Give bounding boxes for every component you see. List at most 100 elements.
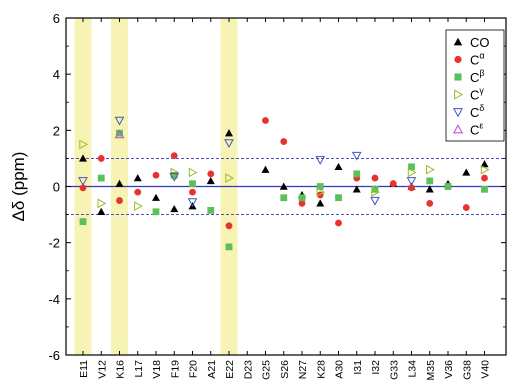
legend-label-c-α: Cα [470, 51, 485, 68]
point-c-α-a30 [335, 219, 342, 227]
x-tick-label: K28 [315, 360, 327, 379]
y-tick-label: 0 [53, 180, 60, 195]
point-c-α-l34 [408, 184, 415, 192]
x-tick-label: F20 [188, 360, 200, 378]
legend-label-co: CO [470, 35, 490, 50]
point-c-β-v18 [152, 208, 160, 216]
point-co-a30 [334, 162, 343, 171]
x-tick-label: I31 [352, 360, 364, 375]
point-c-δ-e11 [78, 177, 88, 186]
x-tick-label: A21 [206, 360, 218, 379]
x-tick-label: V12 [96, 360, 108, 379]
point-c-β-s26 [280, 194, 288, 202]
point-c-γ-k28 [316, 187, 326, 197]
point-c-γ-v12 [97, 198, 107, 209]
x-tick-label: D23 [242, 360, 254, 379]
point-c-γ-m35 [426, 164, 435, 175]
point-c-γ-f19 [170, 167, 180, 178]
x-tick-label: F19 [169, 360, 181, 378]
y-tick-label: -4 [48, 292, 60, 307]
point-c-α-f20 [189, 188, 196, 196]
x-ticks: E11 V12 K16 L17 V18 F19 F20 A21 E22 D23 G25 S26 N27 K… [78, 18, 492, 380]
x-tick-label: V18 [151, 360, 163, 379]
x-tick-label: N27 [297, 360, 309, 379]
point-c-β-i31 [353, 170, 361, 178]
point-co-f19 [170, 204, 179, 213]
y-tick-label: 4 [53, 67, 60, 82]
point-c-α-i32 [371, 174, 379, 182]
x-tick-label: E22 [224, 360, 236, 379]
point-c-α-g38 [462, 204, 470, 211]
legend-marker-co [453, 37, 463, 46]
point-c-α-e11 [79, 184, 87, 192]
point-co-a21 [206, 176, 215, 185]
x-tick-label: G25 [261, 360, 273, 380]
point-c-α-k16 [116, 197, 123, 204]
x-tick-label: A30 [334, 360, 346, 379]
point-c-δ-i31 [351, 151, 362, 161]
x-tick-label: K16 [115, 360, 127, 379]
x-tick-label: L34 [407, 360, 419, 378]
point-c-γ-e22 [225, 173, 235, 183]
point-c-β-l34 [408, 163, 415, 171]
legend-marker-c-δ [452, 108, 464, 118]
x-tick-label: G38 [461, 360, 473, 380]
point-c-β-e22 [225, 243, 233, 251]
point-c-β-f19 [170, 171, 178, 179]
point-c-γ-l34 [407, 167, 417, 178]
x-tick-label: I32 [370, 360, 382, 375]
point-c-β-v36 [444, 183, 452, 190]
point-co-l17 [133, 174, 142, 182]
point-c-α-n27 [298, 199, 306, 207]
x-tick-label: G33 [388, 360, 400, 380]
point-c-β-k16 [116, 129, 123, 137]
data-points [78, 116, 490, 251]
point-c-β-i32 [371, 185, 379, 193]
point-co-g25 [261, 165, 270, 173]
point-c-α-v18 [152, 171, 160, 179]
point-c-ε-k16 [114, 129, 125, 139]
point-co-g38 [462, 168, 471, 176]
legend-label-c-ε: Cε [470, 121, 483, 138]
y-ticks: -6 -4 -2 0 2 4 6 [48, 11, 506, 363]
point-c-α-v12 [97, 155, 105, 162]
point-c-α-a21 [207, 170, 215, 178]
legend-box [445, 29, 505, 142]
legend-marker-c-ε [452, 124, 464, 134]
point-co-k16 [115, 179, 124, 187]
point-c-β-k28 [316, 183, 324, 190]
point-c-γ-e11 [79, 139, 89, 150]
point-co-i31 [352, 185, 361, 193]
y-tick-label: 6 [53, 11, 60, 26]
point-c-β-a30 [335, 194, 342, 202]
point-c-γ-v40 [480, 164, 490, 175]
point-c-β-n27 [298, 194, 306, 202]
reference-lines [66, 157, 506, 216]
point-c-γ-i32 [371, 187, 381, 197]
point-c-α-e22 [225, 222, 233, 230]
point-c-δ-k16 [114, 116, 125, 126]
point-co-e11 [79, 154, 87, 162]
point-c-α-l17 [134, 188, 142, 196]
legend-label-c-δ: Cδ [470, 103, 484, 120]
legend-marker-c-α [454, 55, 462, 64]
point-c-δ-e22 [224, 139, 234, 149]
point-c-α-v40 [481, 174, 488, 182]
x-tick-label: M35 [425, 360, 437, 381]
point-c-β-v40 [481, 185, 488, 193]
point-c-δ-k28 [315, 156, 326, 165]
point-c-α-f19 [170, 152, 178, 160]
legend-label-c-γ: Cγ [470, 86, 484, 103]
point-c-γ-l17 [134, 201, 143, 212]
point-co-v40 [480, 160, 489, 168]
y-tick-label: -6 [48, 348, 60, 363]
legend-label-c-β: Cβ [470, 68, 485, 85]
point-c-β-a21 [207, 206, 215, 214]
point-c-α-g25 [262, 117, 269, 124]
point-co-s26 [279, 182, 288, 190]
point-c-β-v12 [97, 174, 105, 182]
point-c-γ-f20 [188, 167, 198, 178]
x-tick-label: V36 [443, 360, 455, 379]
point-c-δ-i32 [370, 196, 380, 206]
